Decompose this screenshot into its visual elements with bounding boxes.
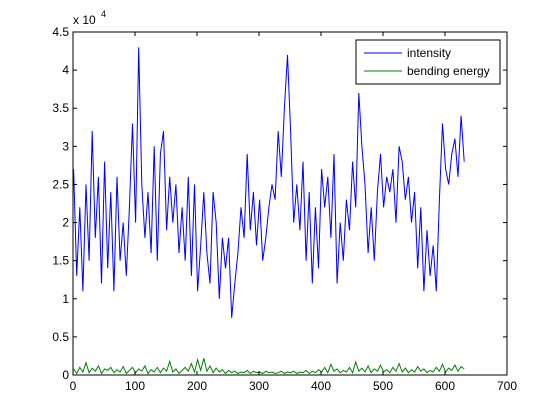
y-tick-label: 1 xyxy=(62,292,69,306)
axes: 0 100 200 300 400 500 600 700 0 0.5 1 1.5 2 2.5 3 3.5 4 4… xyxy=(52,25,517,393)
x-tick-label: 500 xyxy=(373,379,393,393)
plot-area xyxy=(72,31,508,376)
series-layer xyxy=(73,47,465,375)
x-tick-label: 400 xyxy=(311,379,331,393)
y-tick-label: 3 xyxy=(62,139,69,153)
y-multiplier-label: x 10 xyxy=(73,13,96,27)
y-tick-label: 4.5 xyxy=(52,25,69,39)
legend-box xyxy=(355,39,501,85)
x-tick-label: 100 xyxy=(125,379,145,393)
x-tick-label: 600 xyxy=(435,379,455,393)
x-tick-label: 0 xyxy=(70,379,77,393)
series-line-bending-energy xyxy=(73,357,465,375)
y-tick-label: 2.5 xyxy=(52,177,69,191)
x-tick-label: 200 xyxy=(187,379,207,393)
y-tick-label: 3.5 xyxy=(52,101,69,115)
legend: intensity bending energy xyxy=(355,39,501,85)
y-tick-label: 1.5 xyxy=(52,254,69,268)
y-tick-label: 0.5 xyxy=(52,330,69,344)
y-multiplier: x 10 4 xyxy=(73,9,106,27)
y-tick-label: 2 xyxy=(62,216,69,230)
x-tick-label: 700 xyxy=(497,379,517,393)
legend-label-intensity: intensity xyxy=(407,46,451,60)
y-multiplier-exponent: 4 xyxy=(101,9,106,19)
x-tick-label: 300 xyxy=(249,379,269,393)
y-tick-label: 0 xyxy=(62,368,69,382)
series-line-intensity xyxy=(73,47,465,318)
y-tick-label: 4 xyxy=(62,63,69,77)
legend-label-bending-energy: bending energy xyxy=(407,64,490,78)
